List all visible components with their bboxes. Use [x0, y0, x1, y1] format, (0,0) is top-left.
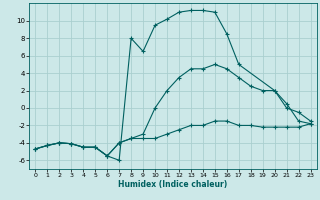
X-axis label: Humidex (Indice chaleur): Humidex (Indice chaleur) — [118, 180, 228, 189]
